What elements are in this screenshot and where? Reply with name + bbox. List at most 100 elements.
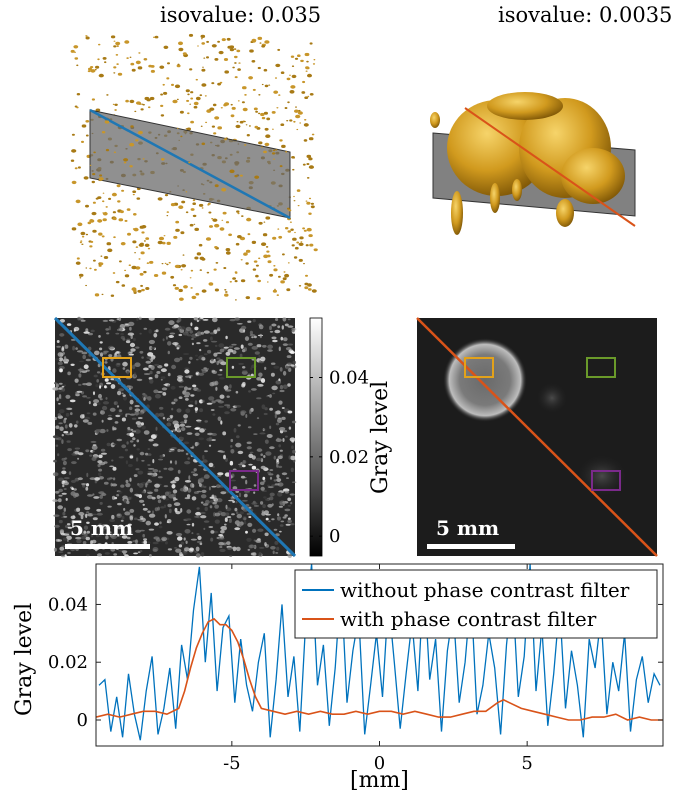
noise-speckle	[59, 426, 64, 432]
noise-speckle	[139, 519, 143, 523]
isosurface-speckle	[113, 45, 117, 48]
isosurface-speckle	[89, 245, 93, 248]
noise-speckle	[179, 423, 186, 427]
noise-speckle	[148, 438, 154, 442]
noise-speckle	[167, 503, 172, 508]
noise-speckle	[83, 530, 87, 534]
noise-speckle	[229, 384, 232, 389]
noise-speckle	[142, 392, 146, 396]
isosurface-speckle	[76, 257, 80, 260]
noise-speckle	[82, 354, 86, 360]
noise-speckle	[253, 335, 257, 339]
isosurface-speckle	[211, 284, 213, 286]
noise-speckle	[63, 418, 67, 424]
noise-speckle	[54, 490, 60, 494]
isosurface-speckle	[85, 233, 89, 236]
noise-speckle	[85, 483, 90, 487]
noise-speckle	[77, 368, 84, 371]
noise-speckle	[57, 539, 62, 542]
noise-speckle	[86, 511, 90, 514]
noise-speckle	[209, 382, 215, 387]
isosurface-speckle	[232, 66, 235, 69]
noise-speckle	[267, 394, 270, 397]
noise-speckle	[91, 445, 98, 450]
noise-speckle	[155, 538, 161, 542]
noise-speckle	[124, 323, 129, 325]
noise-speckle	[58, 488, 64, 493]
noise-speckle	[177, 427, 181, 432]
noise-speckle	[139, 350, 144, 354]
isosurface-speckle	[79, 277, 82, 279]
noise-speckle	[53, 514, 60, 517]
noise-speckle	[167, 548, 172, 551]
isosurface-speckle	[129, 56, 132, 58]
noise-speckle	[157, 365, 163, 369]
noise-speckle	[143, 540, 147, 545]
noise-speckle	[67, 371, 71, 376]
isosurface-speckle	[261, 146, 263, 148]
noise-speckle	[275, 552, 279, 554]
chart-ylabel: Gray level	[12, 602, 37, 716]
noise-speckle	[179, 326, 186, 330]
legend-box	[294, 569, 658, 639]
isosurface-speckle	[217, 40, 221, 43]
noise-speckle	[183, 414, 189, 419]
isosurface-speckle	[231, 106, 236, 110]
noise-speckle	[282, 317, 287, 322]
noise-speckle	[204, 345, 209, 347]
right-slice-image	[416, 317, 658, 557]
noise-speckle	[83, 525, 89, 530]
isosurface-speckle	[245, 262, 249, 265]
noise-speckle	[67, 551, 71, 555]
noise-speckle	[85, 449, 90, 453]
noise-speckle	[135, 457, 139, 462]
isosurface-speckle	[243, 252, 248, 256]
isosurface-speckle	[192, 199, 196, 202]
isosurface-speckle	[143, 240, 146, 242]
noise-speckle	[190, 322, 193, 327]
noise-speckle	[147, 491, 153, 495]
noise-speckle	[137, 551, 141, 554]
isosurface-speckle	[160, 114, 165, 117]
noise-speckle	[212, 413, 216, 416]
isosurface-speckle	[76, 64, 79, 67]
legend-label-with-filter: with phase contrast filter	[340, 607, 597, 631]
noise-speckle	[125, 479, 129, 484]
noise-speckle	[133, 552, 138, 555]
noise-speckle	[281, 407, 285, 409]
noise-speckle	[64, 344, 69, 349]
isosurface-speckle	[187, 112, 190, 115]
isosurface-speckle	[85, 36, 90, 40]
isosurface-speckle	[221, 187, 227, 192]
noise-speckle	[79, 414, 85, 419]
noise-speckle	[265, 513, 271, 516]
noise-speckle	[168, 335, 174, 338]
isosurface-speckle	[112, 211, 116, 214]
isosurface-speckle	[263, 150, 267, 154]
noise-speckle	[219, 394, 225, 399]
noise-speckle	[171, 484, 176, 489]
isosurface-speckle	[118, 218, 124, 222]
noise-speckle	[109, 465, 114, 468]
noise-speckle	[125, 340, 131, 344]
isosurface-speckle	[105, 206, 108, 208]
noise-speckle	[158, 470, 161, 473]
isosurface-speckle	[225, 221, 230, 224]
noise-speckle	[86, 382, 92, 386]
isosurface-speckle	[141, 231, 145, 234]
noise-speckle	[55, 437, 59, 440]
noise-speckle	[169, 460, 173, 464]
noise-speckle	[220, 512, 227, 517]
noise-speckle	[237, 450, 244, 455]
noise-speckle	[188, 475, 191, 480]
isosurface-speckle	[294, 57, 299, 60]
noise-speckle	[189, 376, 192, 379]
noise-speckle	[254, 351, 260, 355]
noise-speckle	[186, 432, 193, 435]
isosurface-speckle	[147, 247, 151, 250]
noise-speckle	[147, 510, 151, 513]
isosurface-speckle	[275, 63, 281, 68]
noise-speckle	[135, 468, 140, 471]
noise-speckle	[167, 372, 171, 377]
noise-speckle	[86, 472, 89, 478]
